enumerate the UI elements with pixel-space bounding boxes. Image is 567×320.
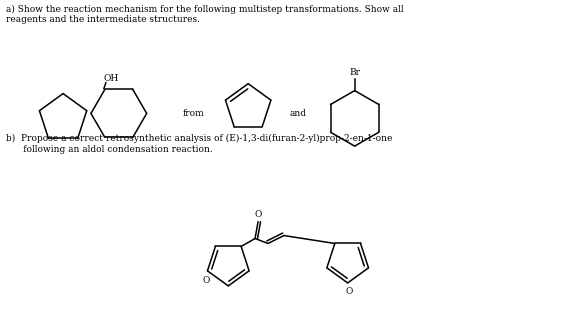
Text: OH: OH [104, 74, 119, 83]
Text: O: O [203, 276, 210, 285]
Text: Br: Br [349, 68, 360, 77]
Text: following an aldol condensation reaction.: following an aldol condensation reaction… [6, 145, 213, 154]
Text: O: O [255, 210, 262, 219]
Text: and: and [290, 109, 307, 118]
Text: O: O [346, 287, 353, 296]
Text: reagents and the intermediate structures.: reagents and the intermediate structures… [6, 15, 200, 24]
Text: a) Show the reaction mechanism for the following multistep transformations. Show: a) Show the reaction mechanism for the f… [6, 5, 404, 14]
Text: from: from [183, 109, 204, 118]
Text: b)  Propose a correct retrosynthetic analysis of (E)-1,3-di(furan-2-yl)prop-2-en: b) Propose a correct retrosynthetic anal… [6, 134, 393, 143]
